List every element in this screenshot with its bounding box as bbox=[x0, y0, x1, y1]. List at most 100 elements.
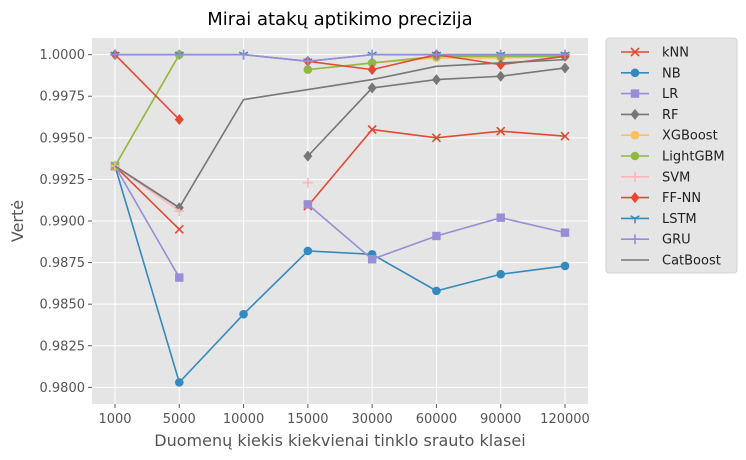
y-tick-label: 0.9800 bbox=[40, 381, 86, 396]
legend-marker bbox=[630, 130, 640, 140]
data-point bbox=[303, 150, 313, 162]
marker-shape bbox=[560, 49, 570, 60]
legend-label: SVM bbox=[662, 170, 690, 185]
legend-label: LightGBM bbox=[662, 150, 725, 165]
marker-shape bbox=[367, 58, 377, 68]
legend-label: kNN bbox=[662, 46, 689, 61]
legend-label: GRU bbox=[662, 233, 691, 248]
marker-shape bbox=[495, 49, 506, 60]
data-point bbox=[560, 228, 570, 237]
legend-items: kNN NB LR RF XGBoost LightGBM SVM FF-NN LSTM GRU C… bbox=[621, 46, 725, 269]
x-tick-label: 1000 bbox=[98, 412, 131, 427]
legend-item: RF bbox=[621, 108, 679, 123]
legend-label: LR bbox=[662, 87, 678, 102]
data-point bbox=[303, 200, 313, 209]
marker-shape bbox=[367, 49, 378, 60]
series-line bbox=[114, 58, 566, 209]
legend-item: GRU bbox=[621, 233, 691, 248]
marker-shape bbox=[560, 261, 570, 271]
data-point bbox=[431, 74, 441, 86]
x-tick-label: 5000 bbox=[163, 412, 196, 427]
data-point bbox=[495, 49, 506, 60]
marker-shape bbox=[630, 215, 640, 224]
marker-shape bbox=[496, 59, 506, 71]
marker-shape bbox=[560, 62, 570, 74]
legend-item: SVM bbox=[621, 170, 690, 185]
data-point bbox=[303, 246, 313, 256]
legend-item: FF-NN bbox=[621, 191, 701, 206]
marker-shape bbox=[630, 68, 640, 78]
marker-shape bbox=[496, 126, 506, 136]
y-tick-label: 0.9950 bbox=[40, 131, 86, 146]
legend-label: RF bbox=[662, 108, 679, 123]
data-point bbox=[367, 82, 377, 94]
data-point bbox=[560, 261, 570, 271]
marker-shape bbox=[432, 286, 441, 296]
data-point bbox=[174, 49, 185, 60]
marker-shape bbox=[431, 133, 441, 143]
legend-item: kNN bbox=[621, 46, 689, 61]
x-tick-label: 60000 bbox=[416, 412, 457, 427]
series-line bbox=[114, 54, 180, 121]
data-point bbox=[239, 309, 248, 319]
x-tick-label: 30000 bbox=[351, 412, 392, 427]
legend-marker bbox=[630, 108, 640, 120]
legend-marker bbox=[630, 89, 640, 98]
data-point bbox=[110, 49, 120, 60]
legend-item: LSTM bbox=[621, 212, 697, 227]
legend-marker bbox=[630, 68, 640, 78]
series-catboost bbox=[114, 58, 566, 209]
marker-shape bbox=[110, 49, 120, 60]
marker-shape bbox=[630, 47, 640, 57]
x-tick-label: 10000 bbox=[223, 412, 264, 427]
marker-shape bbox=[367, 64, 377, 76]
marker-shape bbox=[496, 269, 506, 279]
marker-shape bbox=[367, 255, 377, 264]
axes: 0.9800 0.9825 0.9850 0.9875 0.9900 0.9925 0.99… bbox=[40, 48, 590, 427]
legend-marker bbox=[630, 215, 640, 224]
data-point bbox=[496, 126, 506, 136]
legend-item: CatBoost bbox=[621, 254, 721, 269]
marker-shape bbox=[174, 114, 184, 126]
marker-shape bbox=[302, 177, 313, 188]
series-lr bbox=[110, 161, 570, 282]
legend: kNN NB LR RF XGBoost LightGBM SVM FF-NN LSTM GRU C… bbox=[605, 37, 738, 274]
series-line bbox=[114, 165, 180, 230]
data-point bbox=[560, 49, 570, 60]
y-tick-label: 0.9825 bbox=[40, 339, 86, 354]
data-point bbox=[367, 49, 378, 60]
marker-shape bbox=[630, 130, 640, 140]
x-tick-label: 15000 bbox=[287, 412, 328, 427]
data-point bbox=[560, 131, 570, 141]
marker-shape bbox=[431, 49, 442, 60]
chart-title: Mirai atakų aptikimo precizija bbox=[207, 9, 472, 30]
data-point bbox=[432, 231, 441, 241]
marker-shape bbox=[303, 246, 313, 256]
y-tick-label: 1.0000 bbox=[40, 48, 86, 63]
legend-marker bbox=[630, 47, 640, 57]
marker-shape bbox=[431, 74, 441, 86]
marker-shape bbox=[238, 49, 249, 60]
series-line bbox=[114, 54, 180, 167]
legend-marker bbox=[630, 151, 640, 161]
data-point bbox=[174, 378, 184, 387]
y-tick-label: 0.9875 bbox=[40, 256, 86, 271]
legend-label: NB bbox=[662, 66, 681, 81]
marker-shape bbox=[174, 49, 185, 60]
data-point bbox=[560, 62, 570, 74]
marker-shape bbox=[630, 192, 640, 204]
marker-shape bbox=[239, 309, 248, 319]
marker-shape bbox=[496, 70, 506, 82]
marker-shape bbox=[560, 228, 570, 237]
legend-item: LR bbox=[621, 87, 678, 102]
y-tick-label: 0.9850 bbox=[40, 298, 86, 313]
marker-shape bbox=[630, 108, 640, 120]
data-point bbox=[431, 133, 441, 143]
legend-marker bbox=[630, 171, 640, 182]
legend-marker bbox=[630, 192, 640, 204]
marker-shape bbox=[630, 151, 640, 161]
marker-shape bbox=[303, 200, 313, 209]
data-point bbox=[367, 64, 377, 76]
data-point bbox=[431, 49, 442, 60]
